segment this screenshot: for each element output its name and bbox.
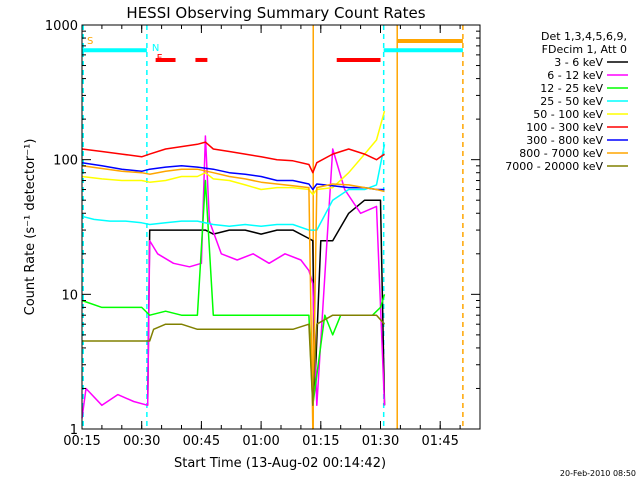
x-tick-label: 00:45 [183,434,220,449]
x-axis: 00:15 00:30 00:45 01:00 01:15 01:30 01:45 [63,25,481,449]
series-line-7 [81,165,385,430]
series-line-6 [81,161,385,191]
legend-entry-label: 6 - 12 keV [547,69,603,82]
x-tick-label: 01:15 [302,434,339,449]
series-line-3 [81,144,386,231]
legend-entry-label: 3 - 6 keV [554,56,603,69]
legend-header-line: FDecim 1, Att 0 [542,43,627,56]
y-axis: 1 10 100 1000 [45,19,480,438]
legend: Det 1,3,4,5,6,9,FDecim 1, Att 03 - 6 keV… [505,30,628,173]
y-tick-label: 1 [70,423,78,438]
series-line-4 [81,110,386,196]
plot-frame [81,24,481,430]
footer-date: 20-Feb-2010 08:50 [560,469,636,478]
x-axis-label: Start Time (13-Aug-02 00:14:42) [174,456,386,471]
x-tick-label: 00:30 [123,434,160,449]
legend-entry-label: 12 - 25 keV [540,82,603,95]
y-tick-label: 1000 [45,19,78,34]
series-line-8 [82,314,386,407]
x-tick-label: 01:30 [362,434,399,449]
legend-entry-label: 7000 - 20000 keV [505,160,603,173]
series-line-5 [81,141,385,174]
legend-entry-label: 800 - 7000 keV [519,147,603,160]
flag-label-s: S [87,36,93,47]
legend-header-line: Det 1,3,4,5,6,9, [541,30,627,43]
series-line-1 [81,135,386,419]
y-tick-label: 100 [53,154,78,169]
legend-entry-label: 100 - 300 keV [526,121,603,134]
x-tick-label: 01:45 [421,434,458,449]
chart-title: HESSI Observing Summary Count Rates [126,4,425,22]
x-tick-label: 00:15 [63,434,100,449]
x-tick-label: 01:00 [242,434,279,449]
legend-entry-label: 50 - 100 keV [533,108,603,121]
y-tick-label: 10 [61,288,78,303]
series-line-0 [146,199,386,406]
legend-entry-label: 300 - 800 keV [526,134,603,147]
series-line-2 [81,179,386,407]
flag-label-f: F [157,53,163,64]
plot-area: S NF [81,25,464,430]
flag-label-n: N [152,43,159,54]
y-axis-label: Count Rate (s⁻¹ detector⁻¹) [23,139,38,316]
legend-entry-label: 25 - 50 keV [540,95,603,108]
